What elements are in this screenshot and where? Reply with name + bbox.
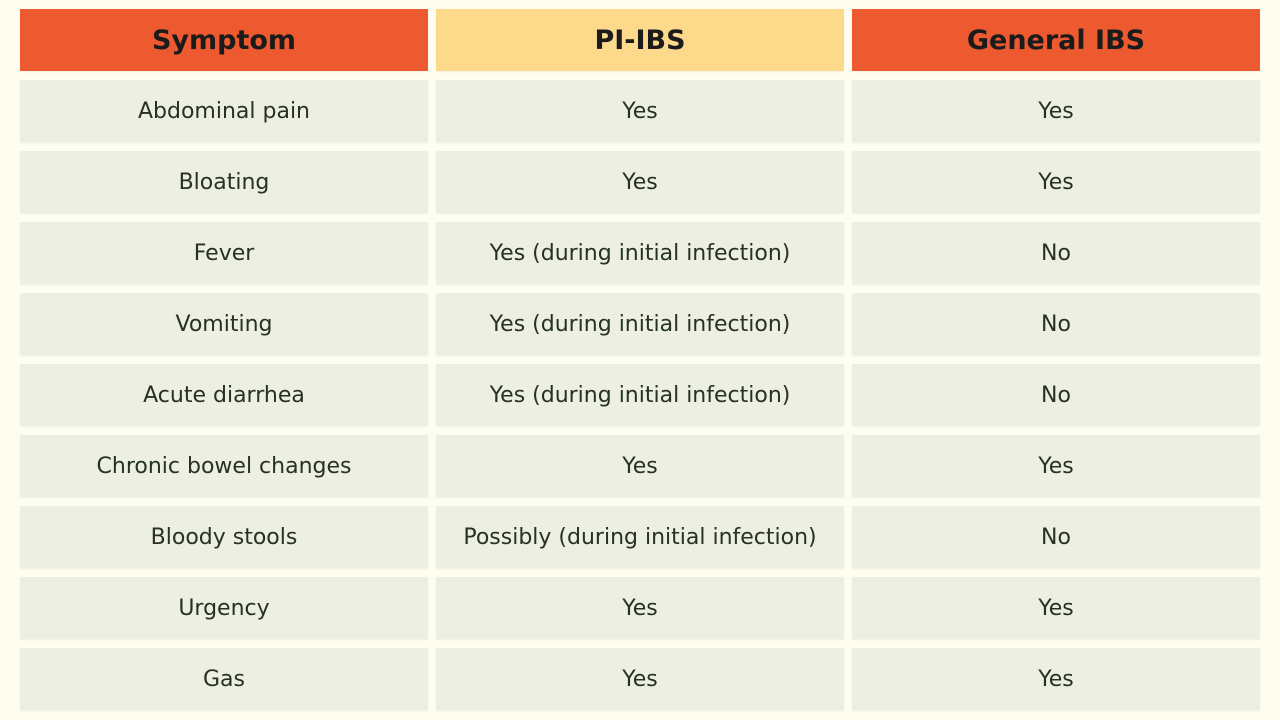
table-cell: Yes [436,151,844,213]
header-cell: General IBS [852,9,1260,71]
table-cell: Vomiting [20,293,428,355]
table-cell: Chronic bowel changes [20,435,428,497]
table-row: Bloating Yes Yes [20,151,1262,213]
table-cell: Acute diarrhea [20,364,428,426]
header-cell: Symptom [20,9,428,71]
table-row: Chronic bowel changes Yes Yes [20,435,1262,497]
table-cell: Yes [852,151,1260,213]
table-cell: Yes (during initial infection) [436,293,844,355]
table-row: Urgency Yes Yes [20,577,1262,639]
table-cell: No [852,506,1260,568]
table-cell: Urgency [20,577,428,639]
table-row: Acute diarrhea Yes (during initial infect… [20,364,1262,426]
header-row: Symptom PI-IBS General IBS [20,9,1262,71]
table-cell: Yes [436,648,844,710]
table-cell: Yes [436,577,844,639]
table-cell: Fever [20,222,428,284]
table-cell: No [852,364,1260,426]
table-row: Gas Yes Yes [20,648,1262,710]
table-cell: No [852,293,1260,355]
table-cell: Possibly (during initial infection) [436,506,844,568]
header-cell: PI-IBS [436,9,844,71]
table-cell: Abdominal pain [20,80,428,142]
table-cell: No [852,222,1260,284]
table-cell: Yes (during initial infection) [436,364,844,426]
table-row: Bloody stools Possibly (during initial in… [20,506,1262,568]
table-cell: Yes [852,80,1260,142]
table-row: Fever Yes (during initial infection) No [20,222,1262,284]
table-cell: Yes [436,80,844,142]
table-cell: Gas [20,648,428,710]
table-cell: Yes [852,435,1260,497]
comparison-table: Symptom PI-IBS General IBS Abdominal pain Ye… [20,9,1262,719]
table-cell: Bloating [20,151,428,213]
table-cell: Yes [436,435,844,497]
table-cell: Yes (during initial infection) [436,222,844,284]
table-cell: Yes [852,648,1260,710]
table-cell: Yes [852,577,1260,639]
table-row: Abdominal pain Yes Yes [20,80,1262,142]
table-row: Vomiting Yes (during initial infection) No [20,293,1262,355]
table-cell: Bloody stools [20,506,428,568]
